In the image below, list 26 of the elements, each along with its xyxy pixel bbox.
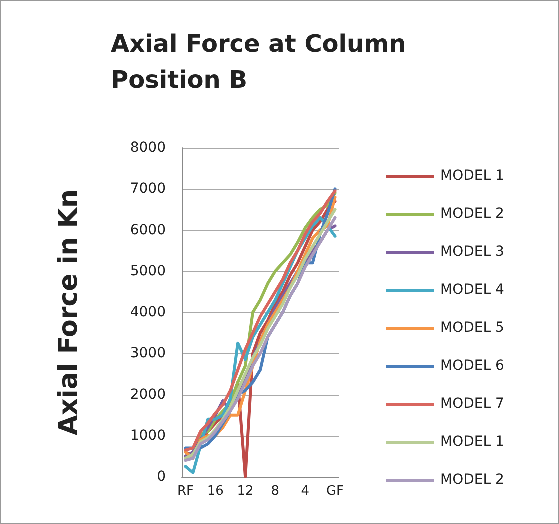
chart-title: Axial Force at Column Position B bbox=[111, 30, 415, 94]
x-tick-label: 4 bbox=[301, 484, 310, 499]
legend-label: MODEL 3 bbox=[440, 244, 504, 260]
y-tick-label: 5000 bbox=[130, 263, 166, 280]
legend-label: MODEL 2 bbox=[440, 472, 504, 488]
legend-label: MODEL 2 bbox=[440, 206, 504, 222]
legend-label: MODEL 6 bbox=[440, 358, 504, 374]
y-tick-label: 3000 bbox=[130, 346, 166, 362]
y-axis-title: Axial Force in Kn bbox=[54, 190, 84, 436]
y-tick-label: 2000 bbox=[130, 386, 166, 403]
y-tick-label: 7000 bbox=[130, 181, 166, 198]
x-tick-label: RF bbox=[177, 484, 194, 499]
y-tick-label: 8000 bbox=[130, 140, 166, 156]
y-tick-label: 4000 bbox=[130, 304, 166, 320]
legend-label: MODEL 1 bbox=[440, 168, 504, 184]
x-tick-label: GF bbox=[326, 484, 344, 499]
legend-label: MODEL 7 bbox=[440, 396, 504, 412]
legend-label: MODEL 1 bbox=[440, 434, 504, 450]
legend-label: MODEL 5 bbox=[440, 320, 504, 336]
x-tick-label: 8 bbox=[271, 484, 280, 499]
legend-label: MODEL 4 bbox=[440, 282, 504, 298]
y-tick-label: 1000 bbox=[130, 428, 166, 444]
y-tick-label: 6000 bbox=[130, 222, 166, 238]
y-tick-label: 0 bbox=[157, 469, 166, 485]
x-tick-label: 16 bbox=[207, 484, 224, 499]
x-tick-label: 12 bbox=[237, 484, 254, 499]
